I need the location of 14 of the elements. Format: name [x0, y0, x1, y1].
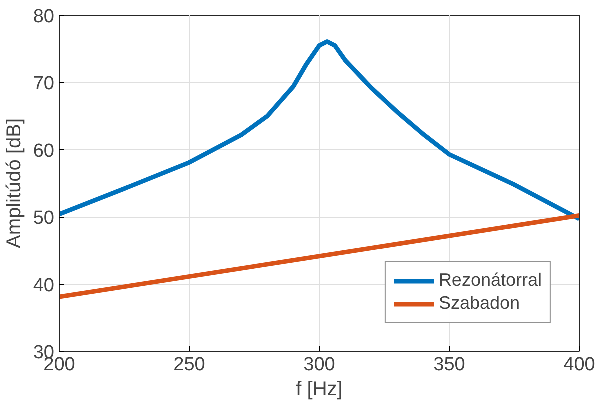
y-tick-label: 50 — [33, 208, 55, 230]
x-tick-label: 350 — [434, 354, 466, 376]
y-tick-label: 60 — [33, 140, 55, 162]
y-tick-label: 70 — [33, 74, 55, 95]
x-tick-label: 400 — [564, 354, 596, 376]
y-tick-label: 40 — [33, 275, 55, 296]
legend-label: Szabadon — [438, 293, 520, 314]
x-axis-title: f [Hz] — [296, 378, 343, 400]
legend-label: Rezonátorral — [438, 270, 542, 291]
x-tick-label: 250 — [174, 354, 206, 376]
y-axis-title: Amplitúdó [dB] — [3, 118, 26, 249]
x-tick-label: 300 — [304, 354, 336, 376]
line-series — [60, 39, 580, 222]
y-tick-label: 80 — [33, 6, 55, 28]
